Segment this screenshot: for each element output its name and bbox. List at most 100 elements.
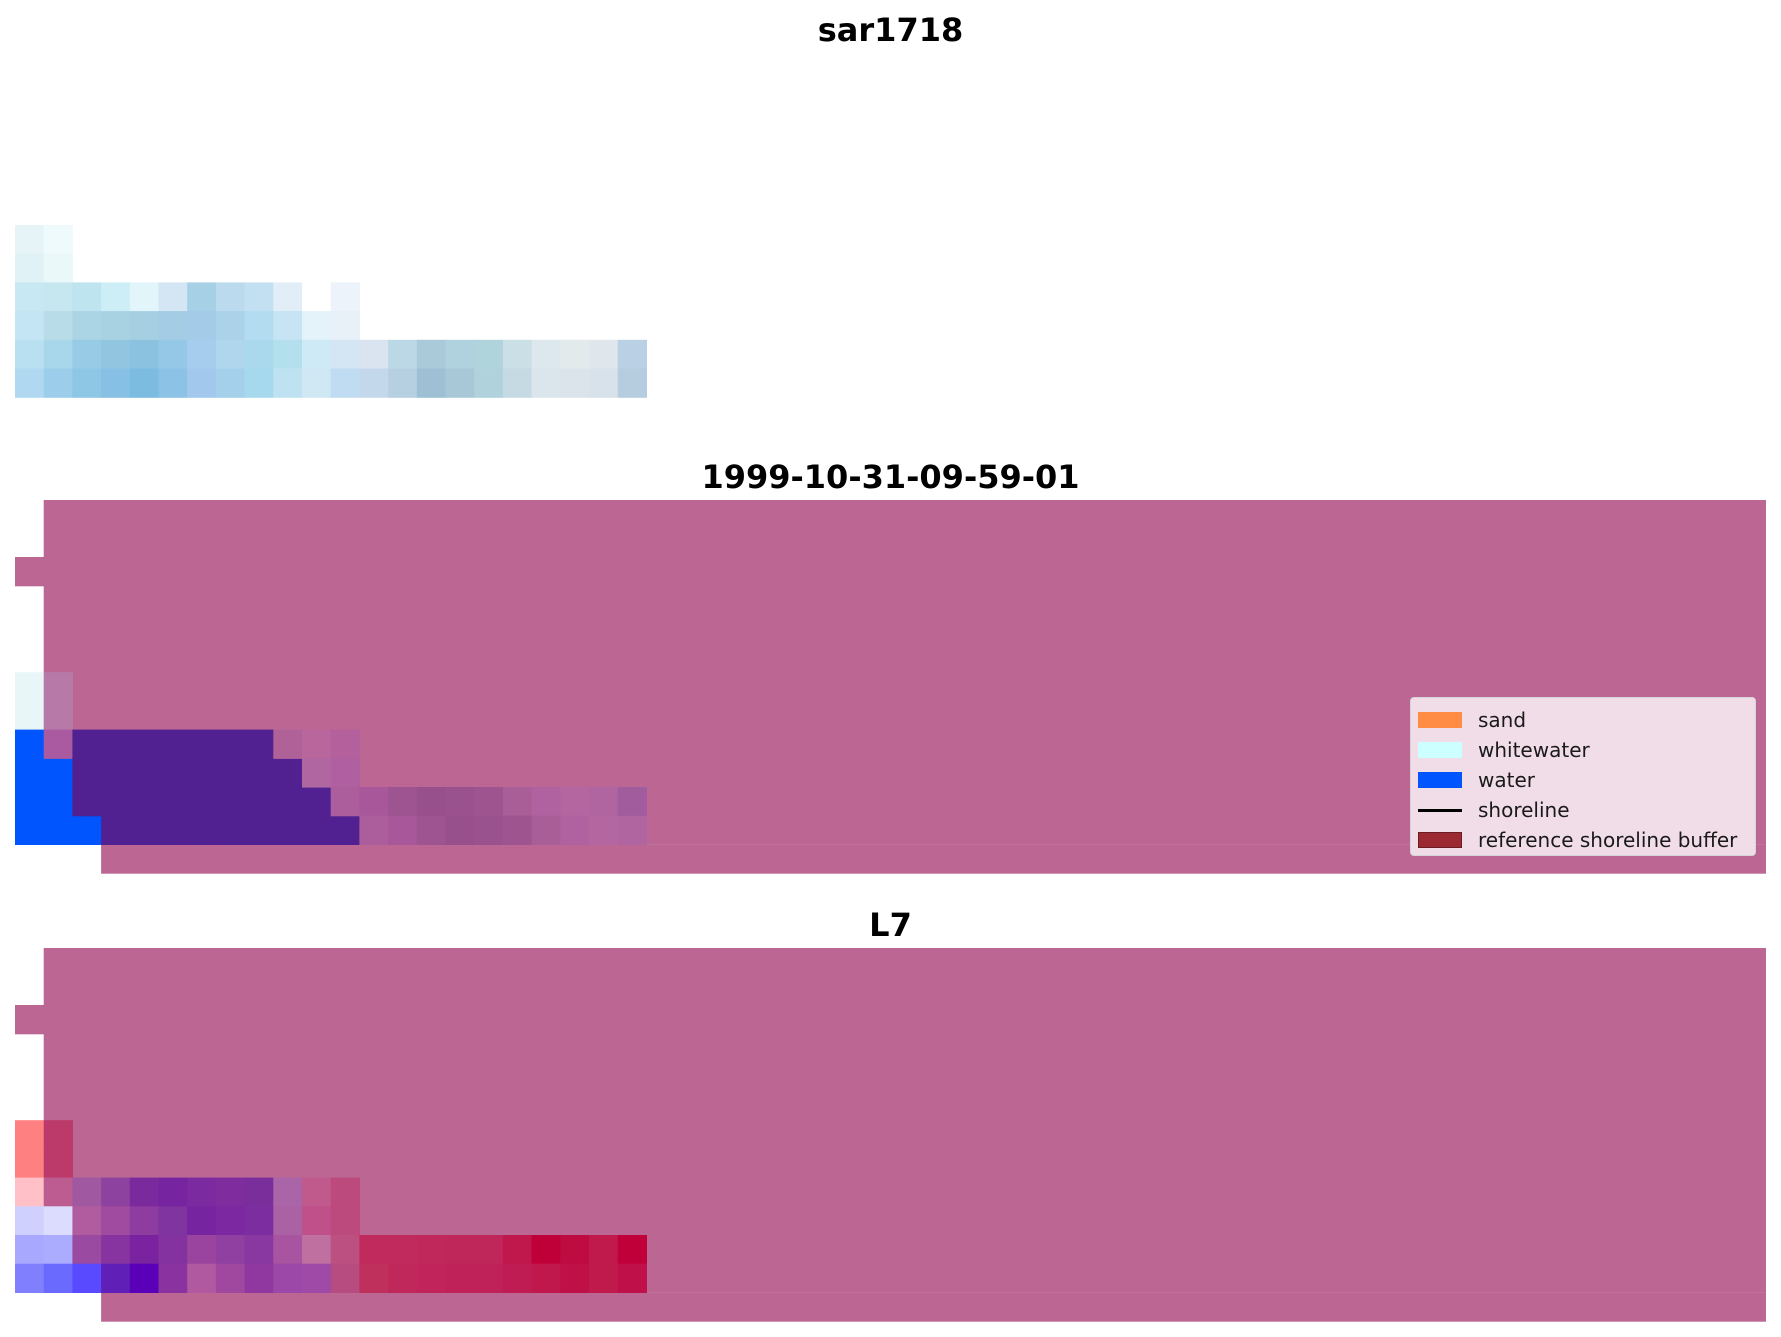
legend-item-whitewater: whitewater [1418,735,1755,765]
raster-pixel [72,787,102,817]
raster-pixel [273,729,303,759]
raster-pixel [129,787,160,817]
raster-pixel [15,339,45,370]
raster-pixel [101,815,131,845]
raster-pixel [531,1235,561,1265]
raster-pixel [43,1206,73,1236]
raster-pixel [158,1235,188,1265]
raster-pixel [72,311,102,341]
raster-pixel [244,729,274,759]
raster-pixel [43,282,73,312]
raster-pixel [129,339,160,370]
raster-pixel [416,339,447,370]
raster-pixel [215,815,246,845]
raster-pixel [302,339,332,370]
raster-pixel [589,1235,619,1265]
raster-pixel [560,815,590,845]
raster-pixel [187,282,217,312]
raster-pixel [474,815,504,845]
raster-pixel [617,339,647,370]
raster-pixel [101,282,131,312]
raster-pixel [101,1206,131,1236]
raster-pixel [15,368,45,398]
raster-pixel [187,339,217,370]
buffer-overlay [15,1005,45,1035]
raster-pixel [359,787,389,817]
raster-pixel [416,1263,447,1293]
raster-pixel [244,787,274,817]
raster-pixel [15,672,45,702]
raster-pixel [445,1235,475,1265]
raster-pixel [15,1263,45,1293]
raster-pixel [388,1235,418,1265]
raster-pixel [158,1263,188,1293]
raster-pixel [474,339,504,370]
raster-pixel [560,368,590,398]
raster-pixel [244,1177,274,1207]
raster-pixel [72,1177,102,1207]
raster-pixel [589,339,619,370]
raster-pixel [43,1235,73,1265]
raster-pixel [330,758,360,788]
raster-pixel [43,1120,73,1150]
raster-pixel [15,815,45,845]
raster-pixel [531,339,561,370]
raster-pixel [617,1235,647,1265]
raster-pixel [273,339,303,370]
raster-pixel [215,787,246,817]
raster-pixel [215,1263,246,1293]
legend: sand whitewater water shoreline referenc… [1410,697,1756,856]
raster-pixel [589,787,619,817]
raster-pixel [416,787,447,817]
legend-swatch-buffer [1418,832,1462,848]
raster-pixel [330,1206,360,1236]
raster-pixel [617,1263,647,1293]
raster-pixel [359,368,389,398]
raster-pixel [474,1235,504,1265]
raster-pixel [617,368,647,398]
raster-pixel [15,1177,45,1207]
raster-pixel [330,787,360,817]
raster-pixel [560,339,590,370]
raster-pixel [72,815,102,845]
raster-pixel [101,787,131,817]
raster-pixel [502,787,533,817]
raster-pixel [43,368,73,398]
raster-pixel [388,815,418,845]
raster-pixel [129,1235,160,1265]
raster-pixel [244,758,274,788]
raster-pixel [302,311,332,341]
raster-pixel [43,311,73,341]
raster-pixel [101,368,131,398]
raster-pixel [43,700,73,731]
raster-pixel [72,368,102,398]
raster-pixel [244,282,274,312]
raster-pixel [330,1263,360,1293]
raster-pixel [445,368,475,398]
raster-pixel [15,700,45,731]
raster-pixel [531,1263,561,1293]
raster-pixel [244,1206,274,1236]
raster-pixel [302,1206,332,1236]
raster-pixel [15,1206,45,1236]
raster-pixel [101,339,131,370]
legend-swatch-water [1418,772,1462,788]
raster-pixel [129,311,160,341]
raster-pixel [158,368,188,398]
raster-pixel [359,1235,389,1265]
raster-pixel [273,1263,303,1293]
raster-pixel [244,368,274,398]
raster-pixel [359,339,389,370]
raster-pixel [15,1148,45,1179]
raster-pixel [15,253,45,283]
legend-label: sand [1478,708,1527,732]
raster-pixel [129,729,160,759]
raster-pixel [129,1263,160,1293]
raster-pixel [15,787,45,817]
raster-pixel [72,1206,102,1236]
raster-pixel [302,729,332,759]
raster-pixel [43,815,73,845]
raster-pixel [72,339,102,370]
raster-pixel [330,815,360,845]
raster-pixel [273,787,303,817]
